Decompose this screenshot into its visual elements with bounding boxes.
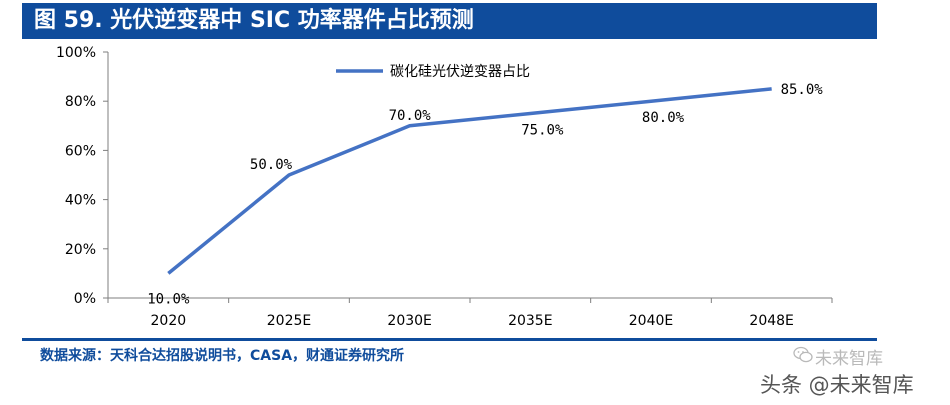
x-tick-label: 2025E (267, 313, 311, 329)
chart-title: 图 59. 光伏逆变器中 SIC 功率器件占比预测 (34, 8, 474, 33)
chart-title-bar: 图 59. 光伏逆变器中 SIC 功率器件占比预测 (22, 3, 877, 39)
x-tick-label: 2020 (151, 313, 187, 329)
x-tick-label: 2030E (387, 313, 431, 329)
y-tick-label: 100% (56, 45, 96, 61)
footer-divider (22, 338, 877, 341)
toutiao-watermark: 头条 @未来智库 (760, 373, 914, 397)
y-tick-label: 80% (65, 94, 96, 110)
wechat-watermark: 未来智库 (815, 349, 883, 369)
wechat-icon (793, 346, 813, 363)
data-label: 85.0% (781, 82, 824, 98)
data-label: 10.0% (147, 291, 190, 307)
legend-label: 碳化硅光伏逆变器占比 (390, 64, 530, 80)
x-tick-label: 2040E (629, 313, 673, 329)
data-label: 80.0% (642, 110, 685, 126)
y-tick-label: 0% (74, 291, 96, 307)
x-tick-label: 2035E (508, 313, 552, 329)
data-label: 70.0% (389, 108, 432, 124)
data-label: 50.0% (250, 157, 293, 173)
y-tick-label: 60% (65, 143, 96, 159)
x-tick-label: 2048E (749, 313, 793, 329)
source-note: 数据来源：天科合达招股说明书，CASA，财通证券研究所 (40, 348, 405, 364)
series-line (167, 87, 772, 275)
data-label: 75.0% (521, 123, 564, 139)
y-tick-label: 40% (65, 193, 96, 209)
y-tick-label: 20% (65, 242, 96, 258)
